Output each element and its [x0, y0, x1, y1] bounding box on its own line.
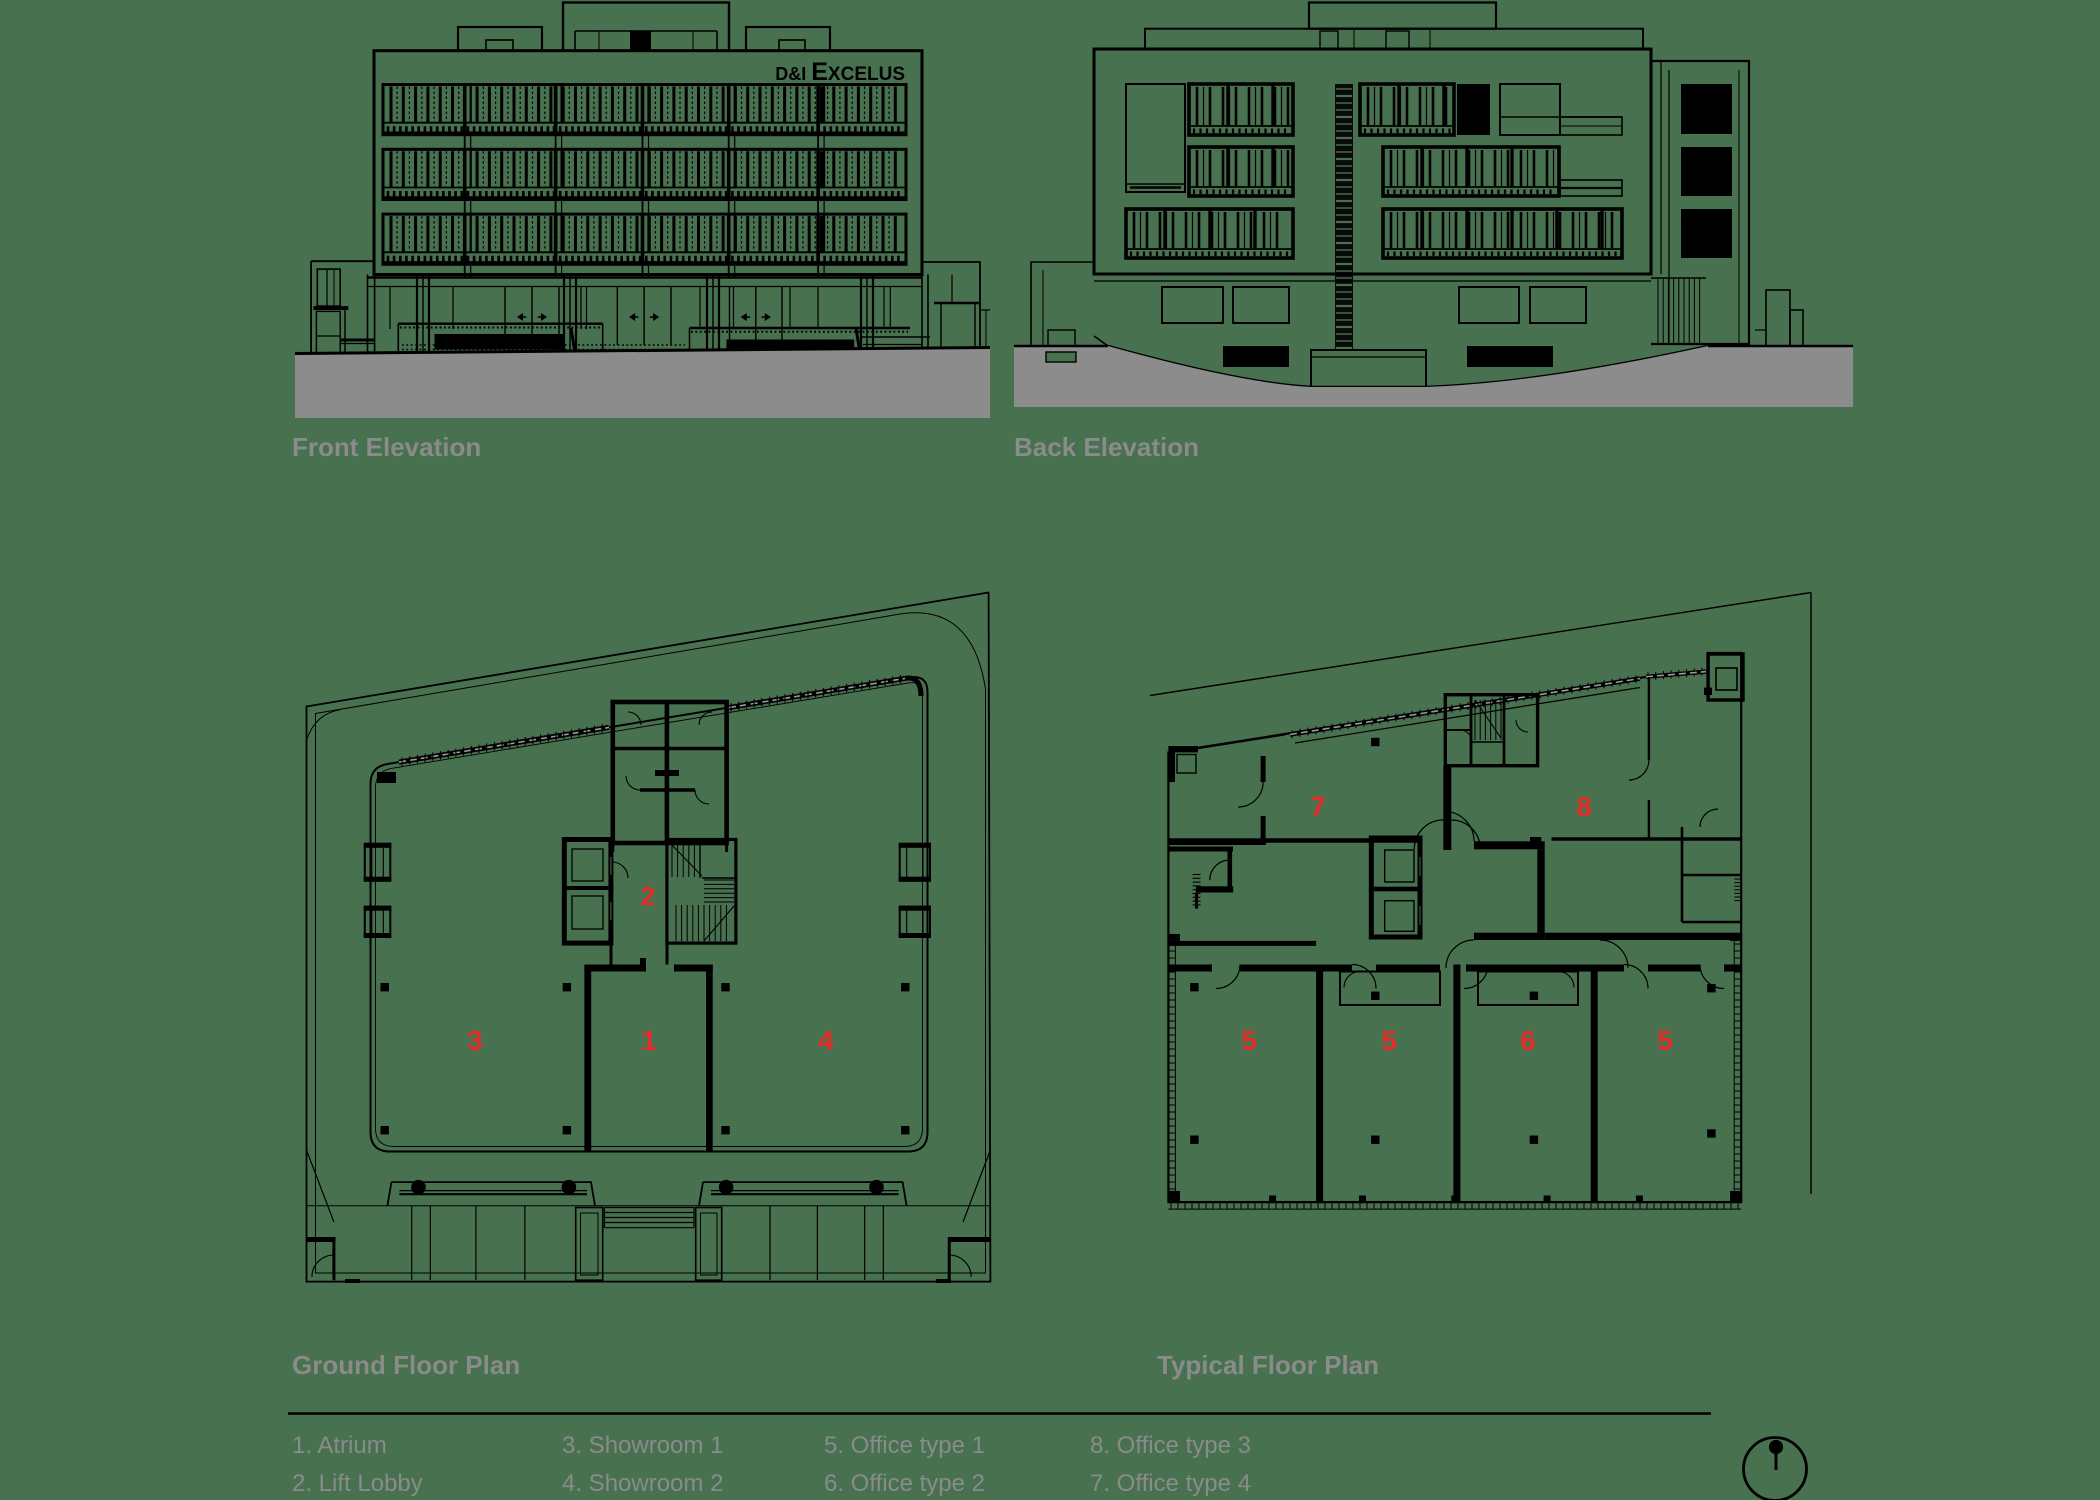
svg-text:3: 3 [467, 1025, 483, 1056]
svg-text:Ground Floor Plan: Ground Floor Plan [292, 1350, 520, 1380]
svg-text:2. Lift Lobby: 2. Lift Lobby [292, 1470, 423, 1497]
svg-text:Typical Floor Plan: Typical Floor Plan [1157, 1350, 1379, 1380]
svg-text:Back Elevation: Back Elevation [1014, 432, 1199, 462]
svg-text:Front Elevation: Front Elevation [292, 432, 481, 462]
svg-text:5. Office type 1: 5. Office type 1 [824, 1432, 985, 1459]
svg-text:4: 4 [818, 1025, 834, 1056]
svg-text:5: 5 [1381, 1025, 1397, 1056]
svg-text:8. Office type 3: 8. Office type 3 [1090, 1432, 1251, 1459]
svg-text:3. Showroom 1: 3. Showroom 1 [562, 1432, 723, 1459]
svg-text:D&I EXCELUS: D&I EXCELUS [775, 58, 905, 86]
svg-text:1. Atrium: 1. Atrium [292, 1432, 387, 1459]
svg-text:5: 5 [1657, 1025, 1673, 1056]
svg-text:4. Showroom 2: 4. Showroom 2 [562, 1470, 723, 1497]
svg-text:6. Office type 2: 6. Office type 2 [824, 1470, 985, 1497]
svg-text:1: 1 [641, 1025, 657, 1056]
svg-text:8: 8 [1576, 791, 1592, 822]
svg-text:5: 5 [1241, 1025, 1257, 1056]
svg-text:2: 2 [641, 881, 655, 911]
svg-text:6: 6 [1520, 1025, 1536, 1056]
svg-text:7: 7 [1310, 791, 1326, 822]
svg-text:7. Office type 4: 7. Office type 4 [1090, 1470, 1251, 1497]
